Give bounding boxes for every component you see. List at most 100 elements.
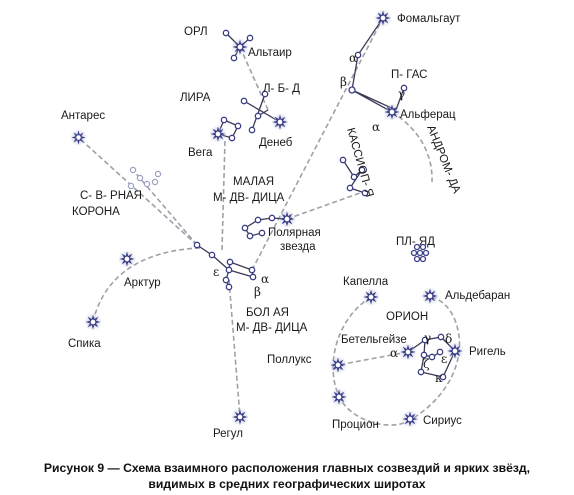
star-dot xyxy=(193,241,201,249)
label-capella: Капелла xyxy=(343,276,389,288)
procyon-star-icon xyxy=(330,388,348,406)
guide-uma-to-regulus xyxy=(228,279,241,418)
star-dot xyxy=(358,166,366,174)
star-dot xyxy=(254,216,262,224)
label-vega: Вега xyxy=(188,147,213,159)
guide-polaris-to-cassiopeia xyxy=(286,192,361,220)
star-dot xyxy=(143,180,151,188)
star-dot xyxy=(248,126,256,134)
label-rigel: Ригель xyxy=(469,346,506,358)
label-procyon: Процион xyxy=(332,419,379,431)
star-dot xyxy=(246,34,254,42)
star-dot xyxy=(400,84,408,92)
star-dot xyxy=(428,353,436,361)
star-dot xyxy=(222,29,230,37)
guide-uma-to-corona xyxy=(132,169,198,246)
star-dot xyxy=(436,348,444,356)
greek-ori-epsilon: ε xyxy=(441,352,447,366)
star-dot xyxy=(417,368,425,376)
greek-uma-beta: β xyxy=(254,285,261,299)
star-dot xyxy=(439,373,447,381)
aldebaran-star-icon xyxy=(421,287,439,305)
greek-peg-beta: β xyxy=(340,75,347,89)
greek-ori-gamma: γ xyxy=(424,331,431,345)
label-fomalhaut: Фомальгаут xyxy=(397,13,461,25)
sirius-star-icon xyxy=(401,410,419,428)
label-malaya-medveditsa-line2: М- ДВ- ДИЦА xyxy=(213,192,285,204)
star-dot xyxy=(234,122,242,130)
antares-star-icon xyxy=(70,129,87,146)
star-dot xyxy=(437,333,445,341)
alpheratz-star-icon xyxy=(383,103,401,121)
figure-caption-line2: видимых в средних географических широтах xyxy=(148,477,426,491)
star-dot xyxy=(240,97,248,105)
greek-uma-alpha: α xyxy=(261,272,269,286)
star-dot xyxy=(416,249,424,257)
greek-uma-epsilon: ε xyxy=(213,265,219,279)
altair-star-icon xyxy=(231,38,249,56)
label-orion: ОРИОН xyxy=(386,311,428,323)
pollux-star-icon xyxy=(329,356,347,374)
star-dot xyxy=(261,90,269,98)
star-dot xyxy=(226,258,234,266)
star-dot xyxy=(246,232,254,240)
star-dot xyxy=(129,166,137,174)
star-dot xyxy=(230,54,238,62)
star-dot xyxy=(420,351,428,359)
star-dot xyxy=(339,156,347,164)
star-chart-diagram: Фомальгаут ОР͏Л Альтаир Л- Б- Д͏ П- ГАС … xyxy=(61,9,510,440)
fomalhaut-star-icon xyxy=(374,9,392,27)
pleiades-cluster xyxy=(410,243,430,263)
star-dot xyxy=(136,174,144,182)
greek-peg-alpha: α xyxy=(349,51,357,65)
star-dot xyxy=(249,273,257,281)
label-orel: ОР͏Л xyxy=(184,26,208,38)
star-dot xyxy=(127,182,135,190)
label-severnaya-korona-line1: С- В- РНАЯ xyxy=(80,190,142,202)
greek-letters: α β γ α ε α β γ δ α ε ζ κ xyxy=(213,51,452,385)
spica-star-icon xyxy=(84,313,102,331)
label-pleiades: ПЛ- ЯД͏ xyxy=(396,236,435,248)
label-polaris-line2: звезда xyxy=(280,241,316,253)
label-severnaya-korona-line2: КОРОНА xyxy=(72,206,120,218)
label-antares: Антарес xyxy=(61,110,105,122)
label-bolshaya-medveditsa-line1: БОЛ͏͏ АЯ xyxy=(246,307,289,319)
star-dot xyxy=(413,243,421,251)
guide-uma-to-altair-fomalhaut xyxy=(251,17,384,271)
small-stars xyxy=(127,29,447,381)
label-aldebaran: Альдебаран xyxy=(445,290,510,302)
star-dot xyxy=(350,173,358,181)
label-andromeda: АНДРОМ- ДА xyxy=(424,124,462,196)
star-dot xyxy=(241,224,249,232)
star-dot xyxy=(220,116,228,124)
greek-ori-alpha: α xyxy=(390,346,398,360)
star-dot xyxy=(354,51,362,59)
guide-betelgeuse-pollux xyxy=(337,351,409,366)
label-malaya-medveditsa-line1: МАЛАЯ xyxy=(233,176,274,188)
star-dot xyxy=(419,255,427,263)
label-deneb: Денеб xyxy=(259,137,293,149)
greek-peg-gamma: γ xyxy=(398,87,405,101)
label-lebed: Л- Б- Д͏ xyxy=(263,83,300,95)
star-dot xyxy=(225,283,233,291)
guide-arcturus-spica-arc xyxy=(92,247,201,323)
star-dot xyxy=(421,336,429,344)
star-dot xyxy=(228,134,236,142)
star-dot xyxy=(225,266,233,274)
label-bolshaya-medveditsa-line2: М- ДВ- ДИЦА xyxy=(236,322,308,334)
star-dot xyxy=(208,251,216,259)
star-dot xyxy=(151,178,159,186)
label-spica: Спика xyxy=(68,338,101,350)
star-dot xyxy=(154,170,162,178)
capella-star-icon xyxy=(362,288,380,306)
greek-and-alpha: α xyxy=(372,120,380,134)
pegasus-lines xyxy=(351,17,405,113)
star-dot xyxy=(222,276,230,284)
guide-uma-to-antares xyxy=(77,136,198,246)
arcturus-star-icon xyxy=(118,250,136,268)
star-dot xyxy=(361,189,369,197)
label-lira: ЛИРА xyxy=(180,92,211,104)
deneb-star-icon xyxy=(271,113,289,131)
orion-lines xyxy=(407,336,456,378)
label-alpheratz: Альферац xyxy=(400,109,456,121)
